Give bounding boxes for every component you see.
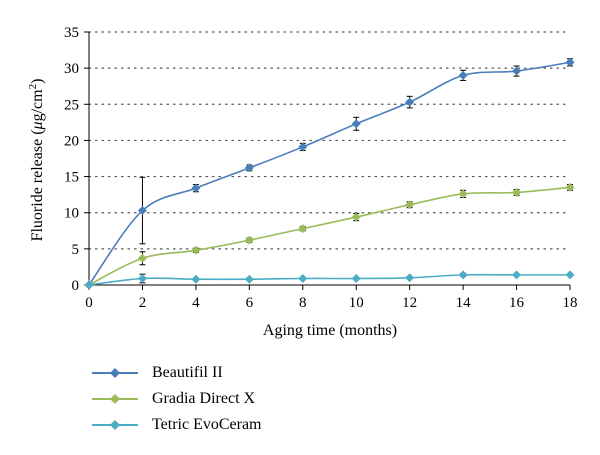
data-point-2-7 xyxy=(458,270,468,280)
data-point-1-1 xyxy=(137,253,147,263)
data-point-2-0 xyxy=(84,280,94,290)
x-tick-label-12: 12 xyxy=(402,295,417,311)
y-axis-title-mu: μ xyxy=(29,121,46,130)
data-point-2-3 xyxy=(244,274,254,284)
series-line-2 xyxy=(88,273,570,286)
legend-item-gradia: Gradia Direct X xyxy=(92,386,262,412)
y-axis-title: Fluoride release (μg/cm2) xyxy=(27,79,46,242)
data-point-2-5 xyxy=(351,273,361,283)
y-axis-title-unit: g/cm xyxy=(29,89,46,122)
y-tick-label-30: 30 xyxy=(64,61,79,77)
y-axis-title-sup: 2 xyxy=(27,84,39,90)
legend-swatch-tetric xyxy=(92,420,138,430)
data-point-1-4 xyxy=(298,224,308,234)
axes xyxy=(88,32,570,286)
x-tick-label-2: 2 xyxy=(139,295,147,311)
data-point-1-5 xyxy=(351,212,361,222)
y-axis-title-close: ) xyxy=(29,79,46,84)
data-point-0-5 xyxy=(351,119,361,129)
data-point-0-1 xyxy=(137,206,147,216)
legend-item-tetric: Tetric EvoCeram xyxy=(92,412,262,438)
data-point-0-7 xyxy=(458,70,468,80)
chart: 0 5 10 15 20 25 30 35 0 2 4 6 8 10 12 14 16 18 Aging tim… xyxy=(27,25,578,339)
x-tick-label-18: 18 xyxy=(563,295,578,311)
data-point-1-3 xyxy=(244,235,254,245)
data-point-1-8 xyxy=(512,187,522,197)
series-group xyxy=(84,57,575,290)
x-tick-label-8: 8 xyxy=(299,295,307,311)
y-tick-label-20: 20 xyxy=(64,133,79,149)
y-tick-label-5: 5 xyxy=(72,242,80,258)
data-point-2-6 xyxy=(405,273,415,283)
series-line-0 xyxy=(88,61,571,286)
data-point-1-2 xyxy=(191,245,201,255)
legend: Beautifil II Gradia Direct X Tetric EvoC… xyxy=(92,360,262,438)
data-point-0-9 xyxy=(565,57,575,67)
x-tick-labels: 0 2 4 6 8 10 12 14 16 18 xyxy=(85,285,578,311)
y-tick-label-10: 10 xyxy=(64,206,79,222)
series-line-1 xyxy=(88,186,571,286)
data-point-2-2 xyxy=(191,274,201,284)
x-tick-label-4: 4 xyxy=(192,295,200,311)
data-point-2-1 xyxy=(137,273,147,283)
data-point-0-2 xyxy=(191,183,201,193)
legend-label-tetric: Tetric EvoCeram xyxy=(152,416,262,433)
x-tick-label-6: 6 xyxy=(246,295,254,311)
legend-item-beautifil: Beautifil II xyxy=(92,360,262,386)
data-point-2-9 xyxy=(565,270,575,280)
data-point-1-9 xyxy=(565,182,575,192)
x-tick-label-10: 10 xyxy=(349,295,364,311)
data-point-2-8 xyxy=(512,270,522,280)
legend-swatch-beautifil xyxy=(92,368,138,378)
series-1 xyxy=(84,182,575,290)
data-point-0-6 xyxy=(405,97,415,107)
data-point-1-7 xyxy=(458,189,468,199)
y-tick-label-0: 0 xyxy=(72,278,80,294)
legend-label-beautifil: Beautifil II xyxy=(152,364,223,381)
y-tick-label-35: 35 xyxy=(64,25,79,41)
data-point-0-3 xyxy=(244,163,254,173)
y-axis-title-main: Fluoride release ( xyxy=(29,129,46,241)
y-tick-label-15: 15 xyxy=(64,170,79,186)
data-point-2-4 xyxy=(298,273,308,283)
x-tick-label-14: 14 xyxy=(456,295,472,311)
y-tick-labels: 0 5 10 15 20 25 30 35 xyxy=(64,25,89,294)
grid-lines xyxy=(88,31,571,250)
data-point-1-6 xyxy=(405,200,415,210)
x-tick-label-0: 0 xyxy=(85,295,93,311)
legend-swatch-gradia xyxy=(92,394,138,404)
data-point-0-4 xyxy=(298,142,308,152)
data-point-0-8 xyxy=(512,66,522,76)
x-tick-label-16: 16 xyxy=(509,295,525,311)
y-tick-label-25: 25 xyxy=(64,97,79,113)
series-2 xyxy=(84,270,575,290)
x-axis-title: Aging time (months) xyxy=(263,322,397,339)
legend-label-gradia: Gradia Direct X xyxy=(152,390,256,407)
